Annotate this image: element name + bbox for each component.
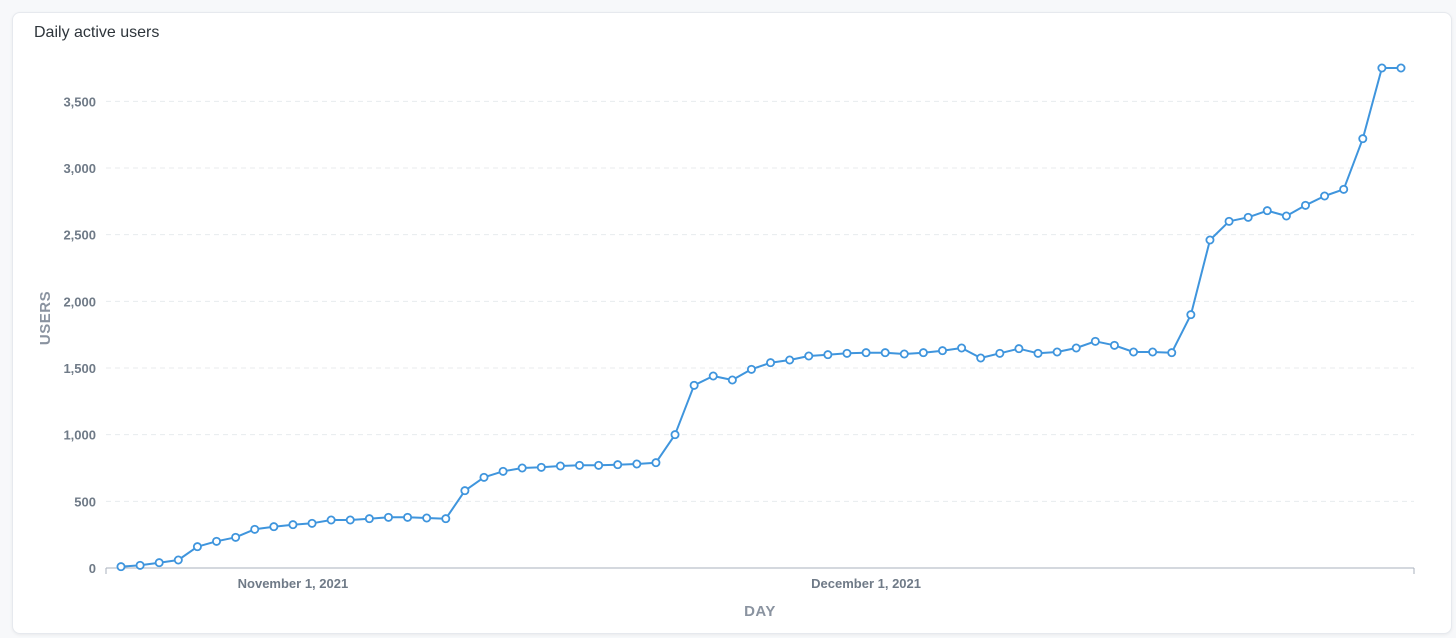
data-point <box>307 518 317 528</box>
data-point <box>1377 63 1387 73</box>
data-point <box>403 512 413 522</box>
data-point <box>364 514 374 524</box>
data-point <box>651 458 661 468</box>
y-tick-label: 1,000 <box>63 428 96 443</box>
y-tick-label: 3,000 <box>63 161 96 176</box>
data-point <box>536 462 546 472</box>
data-point <box>422 513 432 523</box>
y-tick-label: 500 <box>74 494 96 509</box>
data-point <box>441 514 451 524</box>
data-point <box>1148 347 1158 357</box>
data-point <box>976 353 986 363</box>
data-point <box>498 466 508 476</box>
data-point <box>479 472 489 482</box>
data-point <box>1090 336 1100 346</box>
data-point <box>1396 63 1406 73</box>
data-point <box>1339 184 1349 194</box>
series-line <box>120 67 1401 568</box>
data-point <box>766 358 776 368</box>
data-point <box>460 486 470 496</box>
data-point <box>116 562 126 572</box>
data-point <box>383 512 393 522</box>
data-point <box>1281 211 1291 221</box>
data-point <box>1320 191 1330 201</box>
data-point <box>269 522 279 532</box>
data-point <box>918 348 928 358</box>
data-point <box>1109 340 1119 350</box>
data-point <box>1243 212 1253 222</box>
data-point <box>517 463 527 473</box>
y-tick-label: 1,500 <box>63 361 96 376</box>
data-point <box>804 351 814 361</box>
x-tick-label: December 1, 2021 <box>811 576 921 591</box>
data-point <box>345 515 355 525</box>
data-point <box>1358 134 1368 144</box>
data-point <box>1052 347 1062 357</box>
data-point <box>1186 310 1196 320</box>
data-point <box>575 460 585 470</box>
data-point <box>689 380 699 390</box>
data-point <box>1224 216 1234 226</box>
data-point <box>250 524 260 534</box>
data-point <box>746 364 756 374</box>
data-point <box>1300 200 1310 210</box>
data-point <box>135 560 145 570</box>
data-point <box>708 371 718 381</box>
data-point <box>1129 347 1139 357</box>
data-point <box>173 555 183 565</box>
data-point <box>727 375 737 385</box>
y-tick-label: 2,500 <box>63 228 96 243</box>
chart-title: Daily active users <box>34 24 160 41</box>
y-axis-title: USERS <box>37 291 54 345</box>
data-point <box>326 515 336 525</box>
x-axis-title: DAY <box>744 603 776 620</box>
data-point <box>231 532 241 542</box>
data-point <box>555 461 565 471</box>
data-point <box>937 346 947 356</box>
data-point <box>1033 348 1043 358</box>
data-point <box>594 460 604 470</box>
data-point <box>192 542 202 552</box>
data-point <box>1014 344 1024 354</box>
y-tick-label: 0 <box>89 561 96 576</box>
data-point <box>957 343 967 353</box>
x-tick-label: November 1, 2021 <box>238 576 349 591</box>
data-point <box>1071 343 1081 353</box>
data-point <box>670 430 680 440</box>
data-point <box>288 520 298 530</box>
data-point <box>899 349 909 359</box>
data-point <box>1205 235 1215 245</box>
data-point <box>154 558 164 568</box>
data-point <box>842 348 852 358</box>
data-point <box>1262 206 1272 216</box>
y-tick-label: 2,000 <box>63 294 96 309</box>
data-point <box>861 348 871 358</box>
y-tick-label: 3,500 <box>63 94 96 109</box>
data-point <box>613 460 623 470</box>
data-point <box>785 355 795 365</box>
data-point <box>1167 348 1177 358</box>
data-point <box>212 536 222 546</box>
data-point <box>880 348 890 358</box>
data-point <box>823 350 833 360</box>
data-point <box>632 459 642 469</box>
data-point <box>995 348 1005 358</box>
